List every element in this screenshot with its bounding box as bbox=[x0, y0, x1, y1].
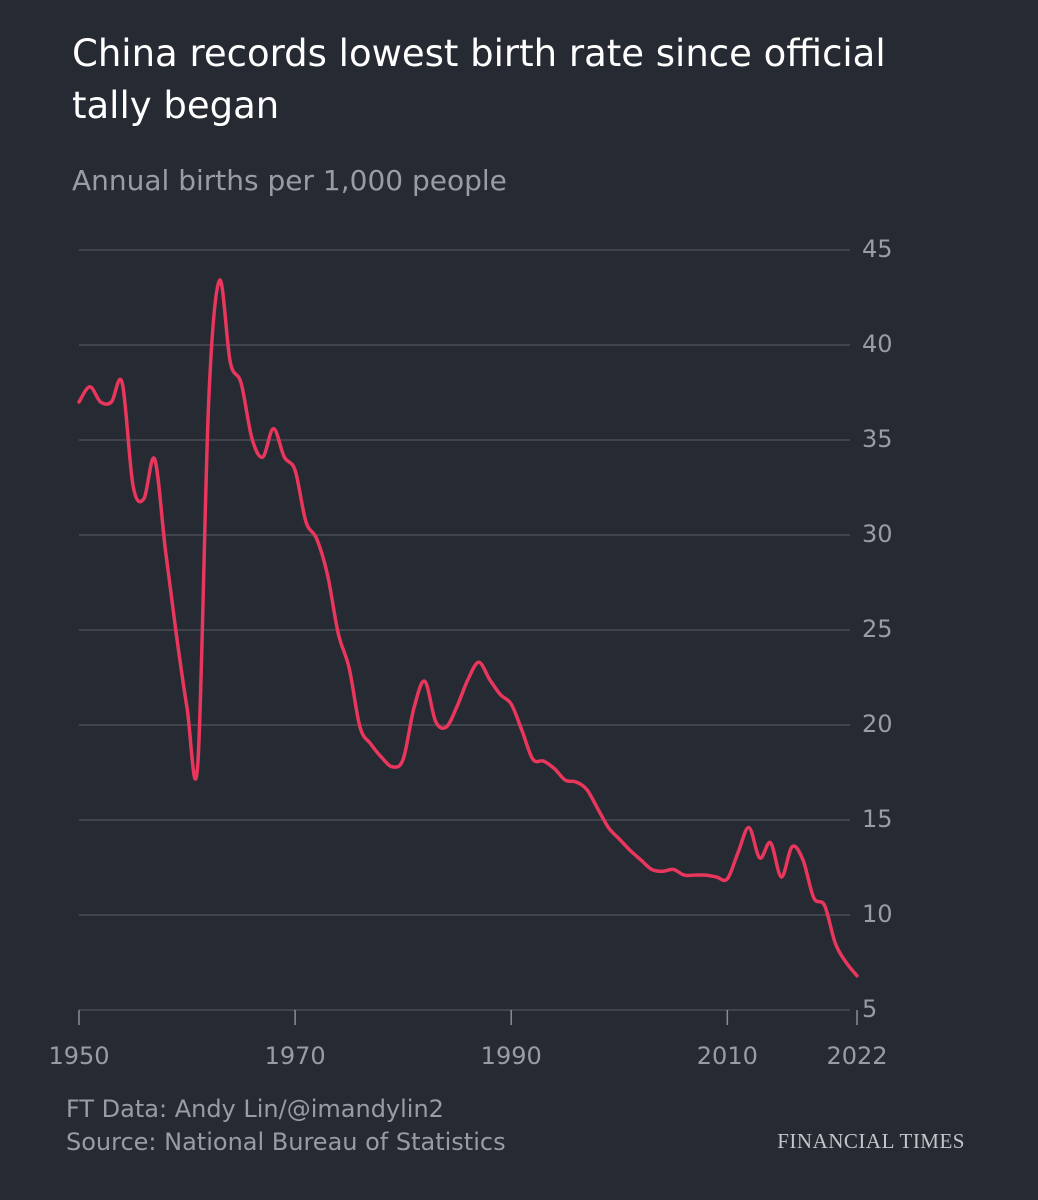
x-tick-label: 2010 bbox=[697, 1042, 758, 1070]
y-tick-label: 30 bbox=[862, 520, 893, 548]
y-tick-label: 5 bbox=[862, 995, 877, 1023]
y-tick-label: 10 bbox=[862, 900, 893, 928]
x-tick-label: 1970 bbox=[265, 1042, 326, 1070]
y-tick-label: 25 bbox=[862, 615, 893, 643]
x-tick-label: 2022 bbox=[826, 1042, 887, 1070]
y-tick-label: 15 bbox=[862, 805, 893, 833]
x-tick-label: 1950 bbox=[48, 1042, 109, 1070]
source-line: Source: National Bureau of Statistics bbox=[66, 1128, 506, 1156]
y-tick-label: 45 bbox=[862, 235, 893, 263]
y-tick-label: 35 bbox=[862, 425, 893, 453]
brand: FINANCIAL TIMES bbox=[777, 1129, 965, 1153]
source-line: FT Data: Andy Lin/@imandylin2 bbox=[66, 1095, 444, 1123]
x-tick-label: 1990 bbox=[481, 1042, 542, 1070]
data-line bbox=[77, 278, 859, 978]
chart-title: China records lowest birth rate since of… bbox=[72, 32, 886, 127]
y-tick-label: 40 bbox=[862, 330, 893, 358]
y-tick-label: 20 bbox=[862, 710, 893, 738]
chart-subtitle: Annual births per 1,000 people bbox=[72, 164, 507, 197]
